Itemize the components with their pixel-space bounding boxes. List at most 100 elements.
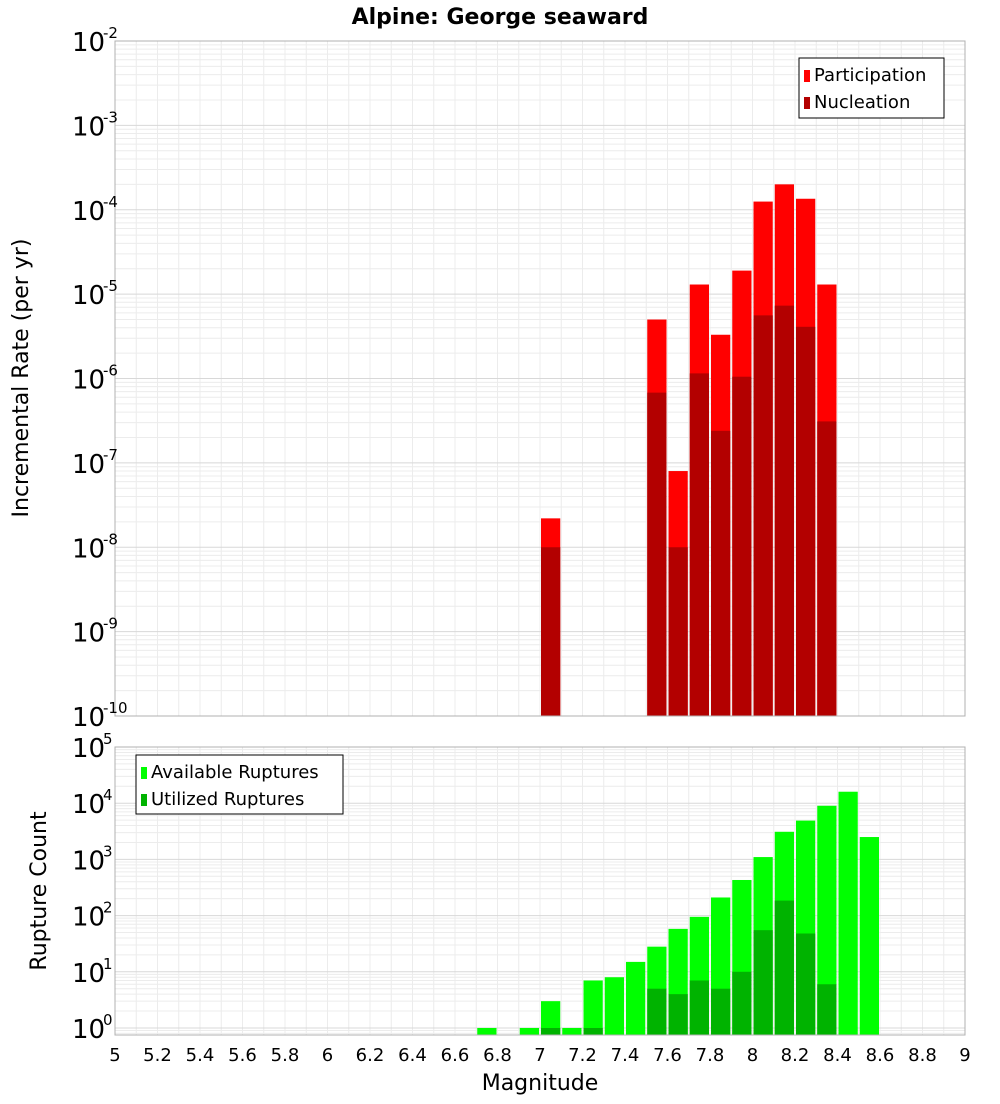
top-y-tick-label: 10 <box>72 703 105 733</box>
x-tick-label: 6.8 <box>483 1045 512 1066</box>
top-y-axis-label: Incremental Rate (per yr) <box>9 239 34 518</box>
bottom-y-tick-label: 10 <box>72 1015 105 1045</box>
bottom-bar <box>774 900 794 1035</box>
top-y-tick-exponent: -3 <box>103 108 118 126</box>
bottom-bar <box>583 1027 603 1035</box>
top-y-tick-label: 10 <box>72 281 105 311</box>
top-y-tick-exponent: -10 <box>103 699 128 717</box>
x-tick-label: 5.8 <box>271 1045 300 1066</box>
top-panel: 10-1010-910-810-710-610-510-410-310-2Par… <box>72 24 966 733</box>
top-y-tick-exponent: -2 <box>103 24 118 42</box>
bottom-legend-box <box>135 754 344 815</box>
top-legend-swatch <box>804 70 810 82</box>
bottom-legend-label: Available Ruptures <box>151 762 319 783</box>
bottom-y-tick-exponent: 3 <box>103 842 113 860</box>
x-tick-label: 6.2 <box>356 1045 385 1066</box>
bottom-y-tick-label: 10 <box>72 846 105 876</box>
top-legend-label: Participation <box>814 65 926 86</box>
bottom-y-tick-label: 10 <box>72 734 105 764</box>
x-tick-label: 8.4 <box>823 1045 852 1066</box>
x-tick-label: 8.2 <box>781 1045 810 1066</box>
top-legend: Participation Nucleation <box>798 57 945 119</box>
top-y-tick-exponent: -8 <box>103 530 118 548</box>
x-tick-label: 7 <box>534 1045 545 1066</box>
x-tick-label: 8.6 <box>866 1045 895 1066</box>
x-tick-label: 5 <box>109 1045 120 1066</box>
top-y-tick-exponent: -5 <box>103 277 118 295</box>
bottom-y-axis-label: Rupture Count <box>27 811 52 971</box>
top-y-tick-label: 10 <box>72 366 105 396</box>
x-tick-label: 6 <box>322 1045 333 1066</box>
top-y-tick-label: 10 <box>72 28 105 58</box>
bottom-bar <box>817 984 837 1035</box>
x-tick-label: 6.6 <box>441 1045 470 1066</box>
top-bar <box>774 305 794 716</box>
x-axis-label: Magnitude <box>482 1071 599 1096</box>
top-plot-border <box>114 40 966 717</box>
top-bar <box>732 376 752 716</box>
x-tick-label: 8.8 <box>908 1045 937 1066</box>
bottom-y-tick-label: 10 <box>72 903 105 933</box>
bottom-bar <box>562 1027 582 1035</box>
x-tick-label: 7.8 <box>696 1045 725 1066</box>
bottom-legend-label: Utilized Ruptures <box>151 789 304 810</box>
bottom-bar <box>817 805 837 1035</box>
bottom-y-tick-exponent: 5 <box>103 730 113 748</box>
top-bar <box>541 547 561 716</box>
top-bar <box>796 326 816 716</box>
x-tick-label: 9 <box>959 1045 970 1066</box>
bottom-bar <box>732 971 752 1035</box>
x-tick-label: 6.4 <box>398 1045 427 1066</box>
bottom-bar <box>796 933 816 1035</box>
bottom-y-tick-label: 10 <box>72 790 105 820</box>
top-bar <box>647 392 667 716</box>
top-bar <box>668 547 688 716</box>
bottom-legend-swatch <box>141 767 147 779</box>
top-bar <box>711 430 731 716</box>
bottom-bar <box>753 930 773 1035</box>
x-tick-label: 8 <box>747 1045 758 1066</box>
bottom-legend: Available Ruptures Utilized Ruptures <box>135 754 344 815</box>
bottom-bar <box>838 791 858 1035</box>
bottom-series-1 <box>541 900 837 1035</box>
bottom-bar <box>541 1027 561 1035</box>
bottom-y-tick-exponent: 1 <box>103 955 113 973</box>
bottom-bar <box>647 988 667 1035</box>
top-grid <box>114 40 966 717</box>
top-bar <box>817 421 837 716</box>
top-y-tick-exponent: -4 <box>103 193 118 211</box>
top-bar <box>753 315 773 716</box>
top-y-tick-label: 10 <box>72 197 105 227</box>
bottom-bar <box>689 980 709 1035</box>
bottom-bar <box>626 961 646 1035</box>
top-y-tick-label: 10 <box>72 534 105 564</box>
top-y-tick-label: 10 <box>72 619 105 649</box>
bottom-bar <box>859 837 879 1035</box>
bottom-bar <box>711 988 731 1035</box>
x-tick-label: 7.6 <box>653 1045 682 1066</box>
bottom-bar <box>583 980 603 1035</box>
bottom-plot-border <box>114 746 966 1036</box>
bottom-bar <box>604 977 624 1035</box>
bottom-y-tick-exponent: 4 <box>103 786 113 804</box>
top-legend-label: Nucleation <box>814 92 910 113</box>
x-tick-label: 7.4 <box>611 1045 640 1066</box>
bottom-y-tick-exponent: 0 <box>103 1011 113 1029</box>
top-y-tick-exponent: -9 <box>103 615 118 633</box>
top-legend-swatch <box>804 97 810 109</box>
top-y-tick-label: 10 <box>72 112 105 142</box>
chart-title: Alpine: George seaward <box>352 5 649 30</box>
top-legend-box <box>798 57 945 119</box>
bottom-bar <box>477 1027 497 1035</box>
bottom-y-tick-label: 10 <box>72 959 105 989</box>
top-y-tick-exponent: -6 <box>103 362 118 380</box>
bottom-legend-swatch <box>141 794 147 806</box>
x-tick-label: 5.4 <box>186 1045 215 1066</box>
bottom-bar <box>541 1001 561 1035</box>
top-y-tick-exponent: -7 <box>103 446 118 464</box>
